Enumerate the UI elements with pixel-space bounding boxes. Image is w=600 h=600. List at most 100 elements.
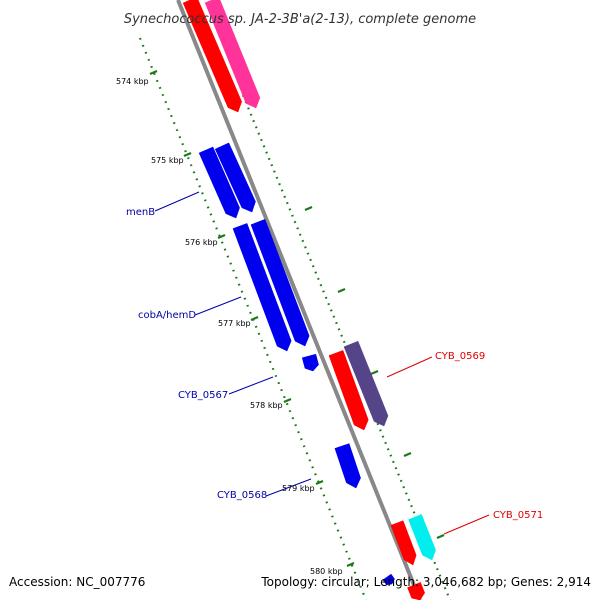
gene-blue-b: [214, 142, 256, 213]
inner-minor-tick: [348, 557, 351, 560]
inner-minor-tick: [147, 58, 151, 62]
outer-minor-tick: [446, 593, 450, 596]
outer-major-tick: [304, 205, 313, 212]
outer-minor-tick: [389, 454, 393, 457]
outer-major-tick: [337, 287, 346, 294]
outer-minor-tick: [327, 302, 331, 306]
inner-minor-tick: [237, 283, 241, 286]
inner-minor-tick: [158, 86, 162, 90]
gene-label-menB[interactable]: menB: [126, 207, 155, 218]
inner-minor-tick: [302, 445, 306, 448]
outer-minor-tick: [252, 119, 255, 123]
outer-minor-tick: [296, 227, 299, 230]
gene-label-cobA-hemD[interactable]: cobA/hemD: [138, 310, 196, 321]
gene-label-CYB_0569[interactable]: CYB_0569: [435, 351, 485, 362]
outer-minor-tick: [381, 435, 385, 438]
gene-purple: [343, 340, 389, 427]
inner-major-tick: [250, 315, 259, 322]
gene-red-cut: [407, 582, 425, 600]
outer-minor-tick: [404, 492, 408, 495]
gene-label-CYB_0571[interactable]: CYB_0571: [493, 510, 543, 521]
inner-minor-tick: [350, 564, 354, 567]
outer-minor-tick: [262, 145, 266, 148]
inner-minor-tick: [283, 395, 286, 399]
inner-minor-tick: [342, 543, 346, 546]
outer-minor-tick: [306, 252, 310, 255]
outer-minor-tick: [386, 448, 390, 451]
gene-label-CYB_0567[interactable]: CYB_0567: [178, 390, 228, 401]
outer-minor-tick: [319, 283, 323, 287]
outer-minor-tick: [298, 233, 302, 236]
outer-minor-tick: [436, 568, 439, 571]
inner-minor-tick: [170, 114, 173, 118]
gene-blue-cut: [382, 573, 395, 586]
inner-minor-tick: [266, 353, 269, 357]
inner-minor-tick: [184, 150, 187, 153]
outer-minor-tick: [402, 485, 406, 489]
leader-CYB_0567: [228, 376, 274, 395]
inner-minor-tick: [164, 100, 168, 104]
gene-label-CYB_0568[interactable]: CYB_0568: [217, 490, 267, 501]
inner-minor-tick: [331, 515, 334, 518]
outer-major-tick: [436, 533, 445, 540]
inner-minor-tick: [359, 585, 362, 588]
outer-minor-tick: [270, 164, 274, 167]
inner-minor-tick: [353, 571, 357, 574]
outer-minor-tick: [342, 340, 346, 344]
gene-CYB_0567: [301, 353, 319, 372]
outer-minor-tick: [410, 504, 413, 508]
inner-minor-tick: [144, 51, 148, 55]
outer-minor-tick: [260, 138, 263, 142]
outer-minor-tick: [301, 239, 305, 243]
inner-minor-tick: [362, 592, 365, 595]
outer-minor-tick: [433, 561, 437, 565]
inner-minor-tick: [319, 487, 323, 490]
inner-major-tick: [183, 151, 192, 158]
inner-minor-tick: [212, 220, 216, 223]
inner-minor-tick: [153, 72, 156, 76]
inner-minor-tick: [294, 423, 298, 427]
inner-minor-tick: [339, 536, 343, 539]
inner-minor-tick: [311, 466, 314, 469]
ruler-label-579: 579 kbp: [282, 484, 315, 493]
outer-minor-tick: [438, 574, 442, 577]
inner-minor-tick: [274, 374, 278, 378]
outer-minor-tick: [384, 441, 387, 445]
inner-minor-tick: [288, 409, 292, 413]
leader-CYB_0571: [443, 514, 490, 535]
outer-minor-tick: [288, 208, 292, 211]
inner-minor-tick: [336, 529, 340, 532]
inner-minor-tick: [305, 452, 309, 455]
outer-minor-tick: [249, 113, 253, 116]
outer-minor-tick: [285, 201, 289, 205]
outer-minor-tick: [280, 189, 284, 192]
outer-minor-tick: [311, 265, 315, 268]
inner-major-tick: [346, 561, 355, 568]
outer-minor-tick: [376, 422, 380, 426]
outer-minor-tick: [278, 182, 281, 186]
inner-minor-tick: [203, 199, 207, 202]
inner-minor-tick: [249, 311, 252, 314]
outer-major-tick: [403, 451, 412, 458]
inner-minor-tick: [268, 360, 272, 364]
ruler-label-574: 574 kbp: [116, 77, 149, 86]
gene-CYB_0571: [408, 514, 436, 561]
outer-minor-tick: [441, 580, 444, 584]
outer-minor-tick: [324, 296, 328, 299]
gene-features: [182, 0, 436, 600]
outer-minor-tick: [267, 157, 271, 161]
gene-CYB_0568: [334, 443, 361, 489]
inner-minor-tick: [172, 121, 176, 125]
inner-minor-tick: [322, 494, 326, 497]
outer-minor-tick: [379, 429, 382, 432]
outer-minor-tick: [394, 467, 398, 470]
inner-minor-tick: [181, 142, 185, 146]
ruler-label-576: 576 kbp: [185, 238, 218, 247]
outer-minor-tick: [273, 170, 276, 173]
outer-minor-tick: [397, 473, 400, 476]
inner-minor-tick: [178, 135, 182, 139]
inner-minor-tick: [209, 213, 213, 216]
inner-minor-tick: [277, 381, 281, 385]
leader-CYB_0569: [386, 356, 433, 378]
